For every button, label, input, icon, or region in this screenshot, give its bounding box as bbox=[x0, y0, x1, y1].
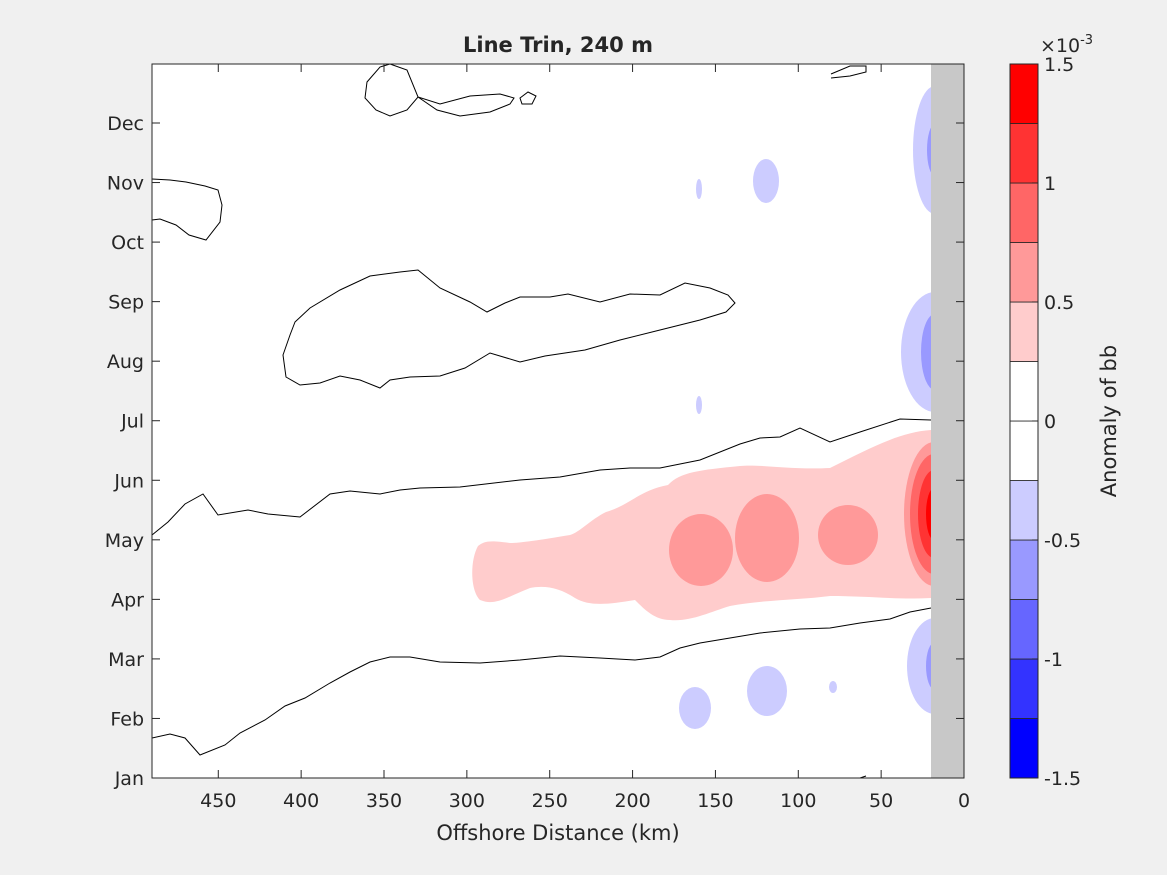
x-tick-label: 350 bbox=[366, 790, 402, 812]
x-axis-label: Offshore Distance (km) bbox=[436, 821, 679, 845]
negative-anomaly-spot bbox=[829, 681, 837, 693]
colorbar-tick-label: 0 bbox=[1044, 411, 1056, 433]
negative-anomaly-spot bbox=[753, 159, 779, 203]
x-tick-label: 200 bbox=[614, 790, 650, 812]
colorbar-tick-label: 1.5 bbox=[1044, 54, 1074, 76]
contour-line bbox=[152, 418, 932, 536]
negative-anomaly-spot bbox=[679, 687, 711, 729]
x-axis: 450 400 350 300 250 200 150 100 50 0 bbox=[200, 64, 970, 812]
colorbar-segment bbox=[1009, 301, 1039, 362]
positive-anomaly-blob bbox=[735, 494, 799, 582]
y-tick-label: Jun bbox=[113, 470, 144, 492]
x-tick-label: 100 bbox=[780, 790, 816, 812]
contour-line bbox=[519, 91, 537, 105]
x-tick-label: 150 bbox=[697, 790, 733, 812]
y-tick-label: Jul bbox=[120, 411, 144, 433]
colorbar-tick-label: 0.5 bbox=[1044, 292, 1074, 314]
positive-anomaly-blob bbox=[818, 505, 878, 565]
colorbar-segment bbox=[1009, 242, 1039, 303]
contour-line bbox=[152, 178, 223, 241]
y-tick-label: Feb bbox=[110, 708, 144, 730]
x-tick-label: 300 bbox=[449, 790, 485, 812]
x-tick-label: 450 bbox=[200, 790, 236, 812]
colorbar-segment bbox=[1009, 480, 1039, 541]
colorbar-segment bbox=[1009, 420, 1039, 481]
colorbar-label: Anomaly of bb bbox=[1097, 345, 1121, 497]
colorbar-segment bbox=[1009, 539, 1039, 600]
y-tick-label: Aug bbox=[107, 351, 144, 373]
y-tick-label: Oct bbox=[111, 232, 144, 254]
colorbar-segment bbox=[1009, 658, 1039, 719]
colorbar: 1.5 1 0.5 0 -0.5 -1 -1.5 bbox=[1009, 54, 1081, 790]
contour-line bbox=[152, 607, 932, 756]
y-tick-label: May bbox=[105, 530, 144, 552]
y-tick-label: Dec bbox=[107, 113, 144, 135]
contour-line bbox=[830, 65, 867, 79]
x-tick-label: 50 bbox=[869, 790, 893, 812]
colorbar-tick-label: 1 bbox=[1044, 173, 1056, 195]
colorbar-segment bbox=[1009, 599, 1039, 660]
zero-contours bbox=[152, 64, 932, 778]
colorbar-segment bbox=[1009, 123, 1039, 184]
colorbar-segment bbox=[1009, 182, 1039, 243]
x-tick-label: 250 bbox=[532, 790, 568, 812]
y-tick-label: Mar bbox=[108, 649, 144, 671]
plot-area bbox=[152, 64, 964, 778]
positive-anomaly-blob bbox=[669, 514, 733, 586]
y-tick-label: Apr bbox=[111, 589, 144, 611]
y-tick-label: Sep bbox=[108, 292, 144, 314]
colorbar-tick-label: -1.5 bbox=[1044, 768, 1081, 790]
negative-anomaly-spot bbox=[696, 396, 702, 414]
colorbar-tick-label: -1 bbox=[1044, 649, 1063, 671]
contour-line bbox=[364, 64, 515, 117]
y-tick-label: Jan bbox=[114, 768, 144, 790]
x-tick-label: 0 bbox=[958, 790, 970, 812]
chart-title: Line Trin, 240 m bbox=[463, 33, 653, 57]
contour-line bbox=[282, 269, 736, 389]
colorbar-tick-label: -0.5 bbox=[1044, 530, 1081, 552]
negative-anomaly-spot bbox=[696, 179, 702, 199]
y-axis: Jan Feb Mar Apr May Jun Jul Aug Sep Oct Nov Dec bbox=[105, 113, 964, 790]
colorbar-exponent: ×10-3 bbox=[1040, 33, 1093, 57]
x-tick-label: 400 bbox=[283, 790, 319, 812]
colorbar-segment bbox=[1009, 718, 1039, 779]
negative-anomaly-spot bbox=[747, 666, 787, 716]
y-tick-label: Nov bbox=[107, 173, 144, 195]
colorbar-segment bbox=[1009, 63, 1039, 124]
colorbar-segment bbox=[1009, 361, 1039, 422]
